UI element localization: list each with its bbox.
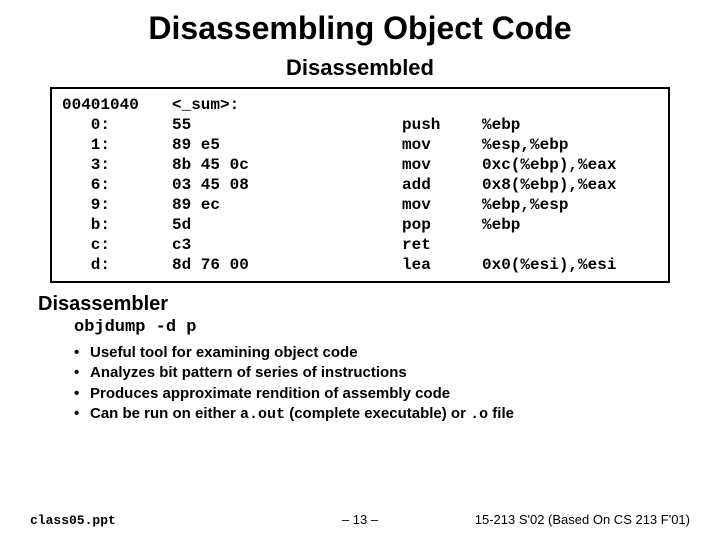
code-operands: %ebp,%esp <box>482 195 658 215</box>
code-operands: 0x0(%esi),%esi <box>482 255 658 275</box>
code-operands: %ebp <box>482 215 658 235</box>
bullet-text: Useful tool for examining object code <box>90 343 358 363</box>
code-row: d:8d 76 00lea0x0(%esi),%esi <box>62 255 658 275</box>
code-offset: 6: <box>62 175 172 195</box>
code-row: 1:89 e5mov%esp,%ebp <box>62 135 658 155</box>
code-bytes: 89 ec <box>172 195 402 215</box>
code-operands: %ebp <box>482 115 658 135</box>
code-header-label: <_sum>: <box>172 95 402 115</box>
code-offset: d: <box>62 255 172 275</box>
section-heading: Disassembler <box>38 293 690 316</box>
code-operands <box>482 235 658 255</box>
code-header-addr: 00401040 <box>62 95 172 115</box>
code-bytes: c3 <box>172 235 402 255</box>
code-bytes: 8b 45 0c <box>172 155 402 175</box>
bullet-item: • Produces approximate rendition of asse… <box>74 384 690 404</box>
code-bytes: 8d 76 00 <box>172 255 402 275</box>
bullet-dot: • <box>74 343 90 363</box>
inline-code: .o <box>470 406 488 423</box>
code-row: b:5dpop%ebp <box>62 215 658 235</box>
code-bytes: 89 e5 <box>172 135 402 155</box>
objdump-command: objdump -d p <box>74 318 690 337</box>
bullet-text: Produces approximate rendition of assemb… <box>90 384 450 404</box>
inline-code: a.out <box>240 406 285 423</box>
footer-page-number: – 13 – <box>342 512 378 527</box>
code-offset: 1: <box>62 135 172 155</box>
bullet-list: • Useful tool for examining object code … <box>74 343 690 425</box>
code-bytes: 5d <box>172 215 402 235</box>
code-mnemonic: mov <box>402 155 482 175</box>
slide-title: Disassembling Object Code <box>30 10 690 47</box>
code-operands: 0xc(%ebp),%eax <box>482 155 658 175</box>
bullet-text: Analyzes bit pattern of series of instru… <box>90 363 407 383</box>
code-mnemonic: mov <box>402 195 482 215</box>
code-mnemonic: lea <box>402 255 482 275</box>
footer-filename: class05.ppt <box>30 513 116 528</box>
disassembly-box: 00401040 <_sum>: 0:55push%ebp 1:89 e5mov… <box>50 87 670 283</box>
code-offset: 9: <box>62 195 172 215</box>
code-mnemonic: mov <box>402 135 482 155</box>
slide-footer: class05.ppt – 13 – 15-213 S'02 (Based On… <box>30 512 690 528</box>
code-operands: 0x8(%ebp),%eax <box>482 175 658 195</box>
code-row: 3:8b 45 0cmov0xc(%ebp),%eax <box>62 155 658 175</box>
code-mnemonic: pop <box>402 215 482 235</box>
code-row: 0:55push%ebp <box>62 115 658 135</box>
bullet-dot: • <box>74 384 90 404</box>
code-rows: 0:55push%ebp 1:89 e5mov%esp,%ebp 3:8b 45… <box>62 115 658 275</box>
code-row: 6:03 45 08add0x8(%ebp),%eax <box>62 175 658 195</box>
bullet-item: • Useful tool for examining object code <box>74 343 690 363</box>
bullet-item: • Analyzes bit pattern of series of inst… <box>74 363 690 383</box>
code-offset: b: <box>62 215 172 235</box>
code-operands: %esp,%ebp <box>482 135 658 155</box>
code-row: c:c3ret <box>62 235 658 255</box>
code-row: 9:89 ecmov%ebp,%esp <box>62 195 658 215</box>
code-offset: 0: <box>62 115 172 135</box>
bullet-dot: • <box>74 404 90 425</box>
bullet-item: • Can be run on either a.out (complete e… <box>74 404 690 425</box>
bullet-dot: • <box>74 363 90 383</box>
code-mnemonic: ret <box>402 235 482 255</box>
bullet-text: Can be run on either a.out (complete exe… <box>90 404 514 425</box>
code-offset: 3: <box>62 155 172 175</box>
code-mnemonic: add <box>402 175 482 195</box>
code-mnemonic: push <box>402 115 482 135</box>
footer-course: 15-213 S'02 (Based On CS 213 F'01) <box>475 512 690 527</box>
slide-subtitle: Disassembled <box>30 55 690 81</box>
code-bytes: 55 <box>172 115 402 135</box>
code-header: 00401040 <_sum>: <box>62 95 658 115</box>
code-offset: c: <box>62 235 172 255</box>
slide: Disassembling Object Code Disassembled 0… <box>0 0 720 540</box>
code-bytes: 03 45 08 <box>172 175 402 195</box>
